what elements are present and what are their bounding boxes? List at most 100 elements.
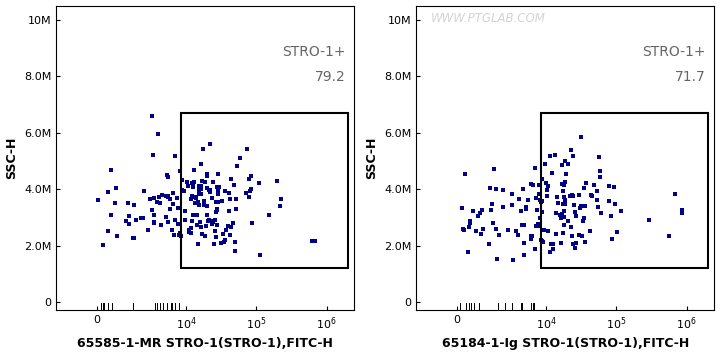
Point [199, 233, 211, 239]
Point [176, 177, 188, 183]
Point [102, 228, 114, 234]
Point [513, 196, 525, 202]
Point [183, 227, 194, 233]
Point [176, 187, 188, 193]
Point [229, 239, 240, 245]
Point [562, 161, 574, 167]
Point [507, 257, 518, 263]
Point [531, 207, 542, 213]
Point [230, 197, 241, 202]
Point [576, 234, 588, 239]
Point [93, 198, 104, 203]
Point [506, 191, 518, 197]
Point [194, 184, 205, 189]
Point [229, 248, 240, 253]
Point [557, 230, 569, 236]
Text: STRO-1+: STRO-1+ [642, 45, 706, 59]
Point [574, 205, 585, 211]
Point [567, 153, 579, 159]
Point [540, 180, 552, 186]
Point [552, 200, 564, 206]
Point [670, 191, 681, 197]
X-axis label: 65184-1-Ig STRO-1(STRO-1),FITC-H: 65184-1-Ig STRO-1(STRO-1),FITC-H [442, 337, 689, 350]
Point [128, 235, 140, 241]
Point [168, 232, 180, 238]
Point [593, 154, 605, 160]
Text: 79.2: 79.2 [315, 69, 346, 84]
Point [204, 187, 216, 193]
Point [518, 252, 529, 258]
Point [188, 181, 199, 187]
Point [163, 174, 174, 180]
Point [556, 182, 567, 187]
Point [112, 233, 123, 239]
Point [255, 252, 266, 257]
Point [153, 131, 164, 137]
Point [246, 220, 258, 226]
Point [606, 236, 618, 241]
Point [498, 204, 509, 210]
Point [536, 199, 548, 204]
Point [546, 241, 557, 247]
Point [176, 233, 187, 239]
Point [196, 186, 207, 192]
Point [575, 134, 587, 140]
Point [526, 181, 537, 187]
Point [199, 223, 211, 229]
Point [522, 197, 534, 203]
Point [565, 224, 577, 230]
Point [547, 241, 559, 247]
Point [595, 211, 607, 216]
Point [192, 199, 204, 205]
Y-axis label: SSC-H: SSC-H [366, 137, 379, 179]
Point [198, 199, 210, 204]
Point [219, 188, 230, 194]
Point [191, 212, 202, 218]
Point [212, 172, 223, 177]
Point [551, 194, 562, 200]
Point [171, 195, 182, 200]
Point [211, 184, 222, 190]
Point [493, 232, 505, 237]
Point [575, 204, 586, 209]
Point [162, 193, 174, 198]
Point [309, 238, 320, 244]
Point [148, 212, 160, 218]
Point [172, 221, 184, 227]
Point [615, 208, 626, 214]
Point [467, 208, 479, 214]
Point [225, 176, 236, 182]
Point [541, 188, 553, 193]
Point [179, 208, 191, 214]
Point [510, 228, 522, 234]
Point [246, 173, 257, 179]
Point [577, 218, 589, 224]
Point [169, 153, 181, 159]
Point [151, 199, 163, 205]
Point [241, 146, 253, 152]
Point [570, 240, 582, 246]
Point [97, 242, 109, 247]
Point [459, 227, 470, 233]
Point [211, 222, 222, 227]
Point [191, 222, 202, 228]
Point [556, 211, 567, 217]
Point [585, 229, 596, 234]
Point [579, 240, 590, 245]
Point [212, 199, 223, 205]
Point [194, 219, 206, 225]
Point [130, 218, 142, 223]
Point [609, 201, 621, 206]
Point [225, 224, 236, 230]
Point [168, 190, 179, 195]
Point [526, 233, 538, 239]
Point [568, 203, 580, 208]
Point [145, 196, 156, 202]
Point [169, 217, 181, 222]
Point [585, 193, 597, 198]
Point [606, 214, 617, 219]
Point [165, 206, 176, 212]
Point [156, 192, 168, 198]
Point [162, 219, 174, 225]
Point [550, 210, 562, 216]
